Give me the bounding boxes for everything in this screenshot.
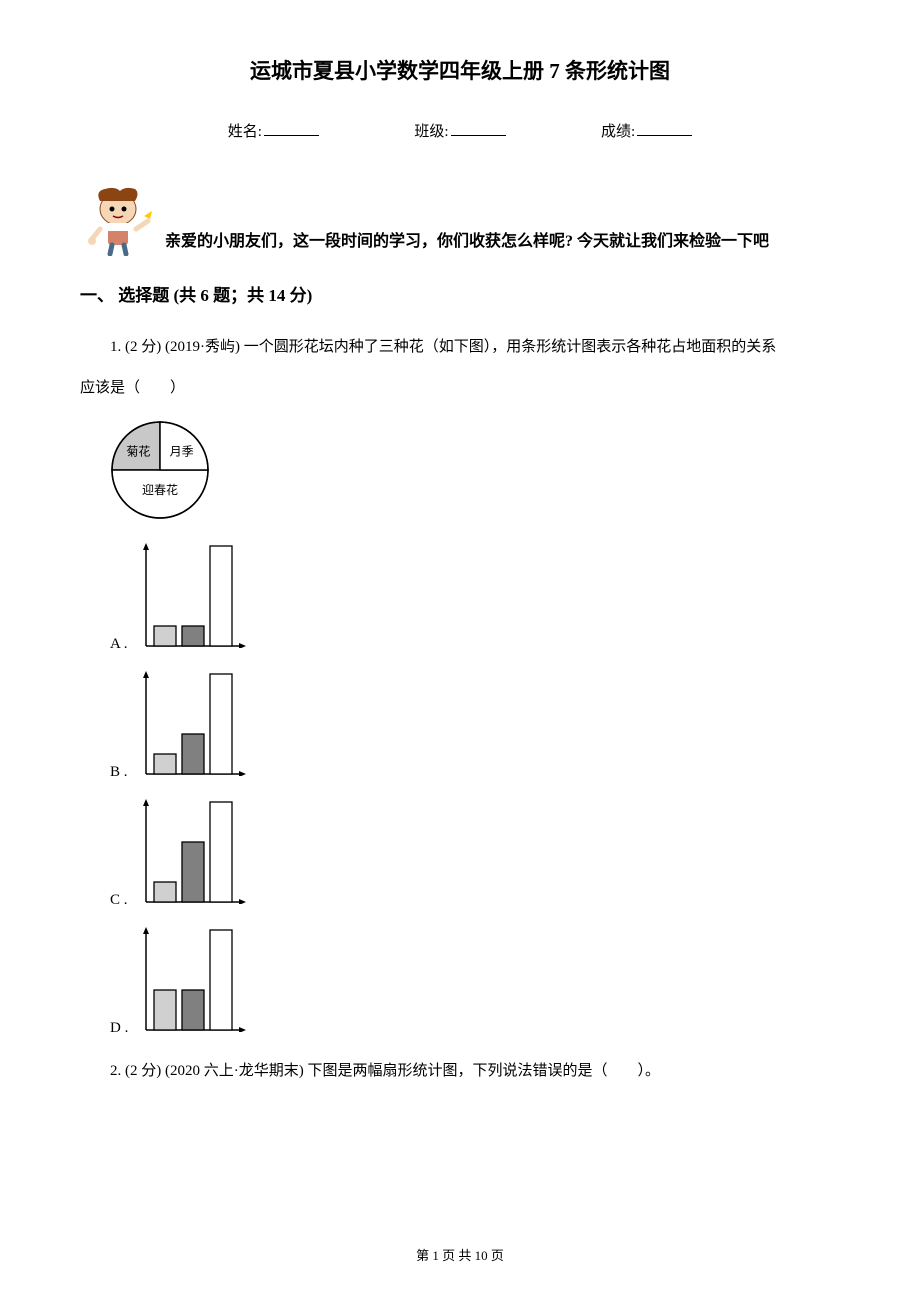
option-d-row: D . bbox=[110, 927, 840, 1037]
mascot-row: 亲爱的小朋友们，这一段时间的学习，你们收获怎么样呢? 今天就让我们来检验一下吧 bbox=[80, 181, 840, 256]
option-c-row: C . bbox=[110, 799, 840, 909]
q1-pie-chart: 菊花 月季 迎春花 bbox=[110, 420, 840, 525]
svg-text:迎春花: 迎春花 bbox=[142, 482, 178, 497]
class-label: 班级: bbox=[414, 120, 448, 141]
option-c-chart bbox=[136, 799, 246, 909]
class-blank bbox=[451, 135, 506, 136]
option-d-chart bbox=[136, 927, 246, 1037]
option-a-label: A . bbox=[110, 636, 128, 653]
score-field: 成绩: bbox=[601, 120, 692, 141]
score-label: 成绩: bbox=[601, 120, 635, 141]
question-1-line2: 应该是（ ） bbox=[80, 372, 840, 405]
section-1-header: 一、 选择题 (共 6 题；共 14 分) bbox=[80, 281, 840, 306]
mascot-icon bbox=[80, 181, 160, 256]
name-field: 姓名: bbox=[228, 120, 319, 141]
info-row: 姓名: 班级: 成绩: bbox=[80, 120, 840, 141]
page-footer: 第 1 页 共 10 页 bbox=[0, 1245, 920, 1264]
name-blank bbox=[264, 135, 319, 136]
option-a-row: A . bbox=[110, 543, 840, 653]
page-title: 运城市夏县小学数学四年级上册 7 条形统计图 bbox=[80, 55, 840, 85]
option-a-chart bbox=[136, 543, 246, 653]
svg-text:月季: 月季 bbox=[170, 445, 194, 459]
name-label: 姓名: bbox=[228, 120, 262, 141]
score-blank bbox=[637, 135, 692, 136]
option-b-label: B . bbox=[110, 764, 128, 781]
question-2-text: 2. (2 分) (2020 六上·龙华期末) 下图是两幅扇形统计图，下列说法错… bbox=[80, 1055, 840, 1088]
option-d-label: D . bbox=[110, 1020, 128, 1037]
svg-text:菊花: 菊花 bbox=[126, 444, 150, 459]
class-field: 班级: bbox=[414, 120, 505, 141]
option-b-row: B . bbox=[110, 671, 840, 781]
option-b-chart bbox=[136, 671, 246, 781]
question-1-line1: 1. (2 分) (2019·秀屿) 一个圆形花坛内种了三种花（如下图），用条形… bbox=[80, 331, 840, 364]
greeting-text: 亲爱的小朋友们，这一段时间的学习，你们收获怎么样呢? 今天就让我们来检验一下吧 bbox=[160, 227, 769, 256]
option-c-label: C . bbox=[110, 892, 128, 909]
